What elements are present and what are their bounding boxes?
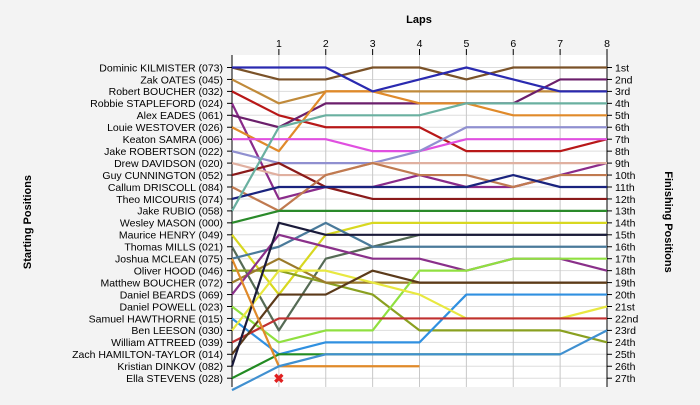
starting-position-label: Guy CUNNINGTON (052)	[102, 170, 223, 182]
lap-label: 2	[323, 38, 329, 50]
starting-position-label: Zak OATES (045)	[140, 74, 223, 86]
y-axis-right-title: Finishing Positions	[662, 171, 674, 272]
series-line	[231, 173, 607, 201]
starting-position-label: Alex EADES (061)	[137, 110, 223, 122]
starting-position-label: Keaton SAMRA (006)	[123, 134, 223, 146]
starting-position-label: Daniel BEARDS (069)	[120, 289, 223, 301]
lap-label: 6	[510, 38, 516, 50]
lap-label: 5	[463, 38, 469, 50]
series-line	[231, 90, 607, 153]
starting-position-label: Jake RUBIO (058)	[137, 206, 223, 218]
markers: ✖	[273, 371, 284, 386]
starting-position-labels: Dominic KILMISTER (073)Zak OATES (045)Ro…	[72, 62, 232, 385]
starting-position-label: William ATTREED (039)	[111, 337, 223, 349]
series-lines	[230, 66, 608, 392]
y-axis-left-title: Starting Positions	[22, 175, 34, 269]
series-line	[231, 269, 607, 355]
finishing-position-label: 8th	[615, 146, 630, 158]
starting-position-label: Robbie STAPLEFORD (024)	[90, 98, 223, 110]
finishing-position-label: 15th	[615, 230, 636, 242]
series-line	[230, 221, 607, 367]
series-line	[231, 329, 608, 392]
finishing-position-label: 26th	[615, 361, 636, 373]
finishing-position-label: 12th	[615, 194, 636, 206]
starting-position-label: Oliver HOOD (046)	[134, 265, 223, 277]
finishing-position-label: 13th	[615, 206, 636, 218]
series-line	[231, 293, 607, 356]
finishing-position-label: 19th	[615, 277, 636, 289]
finishing-position-label: 23rd	[615, 325, 636, 337]
starting-position-label: Louie WESTOVER (026)	[107, 122, 223, 134]
lap-label: 4	[417, 38, 423, 50]
finishing-position-label: 5th	[615, 110, 630, 122]
series-line	[232, 269, 608, 344]
finishing-position-label: 27th	[615, 373, 636, 385]
series-line	[231, 66, 607, 81]
finishing-position-label: 16th	[615, 242, 636, 254]
finishing-position-labels: 1st2nd3rd4th5th6th7th8th9th10th11th12th1…	[607, 62, 639, 385]
starting-position-label: Zach HAMILTON-TAYLOR (014)	[72, 349, 223, 361]
finishing-position-label: 17th	[615, 254, 636, 266]
starting-position-label: Robert BOUCHER (032)	[109, 86, 223, 98]
finishing-position-label: 20th	[615, 289, 636, 301]
starting-position-label: Wesley MASON (000)	[120, 218, 223, 230]
series-line	[231, 162, 607, 212]
finishing-position-label: 7th	[615, 134, 630, 146]
series-line	[231, 257, 607, 344]
starting-position-label: Kristian DINKOV (082)	[117, 361, 223, 373]
lap-label: 3	[370, 38, 376, 50]
series-line	[231, 162, 607, 201]
finishing-position-label: 11th	[615, 182, 635, 194]
lap-label: 7	[557, 38, 563, 50]
starting-position-label: Jake ROBERTSON (022)	[104, 146, 223, 158]
lap-labels: 1 2 3 4 5 6 7 8	[276, 38, 610, 55]
finishing-position-label: 22nd	[615, 313, 639, 325]
series-line	[231, 78, 607, 105]
series-line	[231, 162, 607, 177]
finishing-position-label: 10th	[615, 170, 636, 182]
starting-position-label: Dominic KILMISTER (073)	[99, 62, 223, 74]
starting-position-label: Theo MICOURIS (074)	[116, 194, 223, 206]
starting-position-label: Daniel POWELL (023)	[120, 301, 224, 313]
finishing-position-label: 9th	[615, 158, 630, 170]
starting-position-label: Drew DAVIDSON (020)	[114, 158, 223, 170]
starting-position-label: Ella STEVENS (028)	[126, 373, 223, 385]
finishing-position-label: 21st	[615, 301, 635, 313]
series-line	[231, 317, 607, 344]
finishing-position-label: 18th	[615, 265, 636, 277]
starting-position-label: Ben LEESON (030)	[131, 325, 223, 337]
retired-marker: ✖	[273, 371, 284, 386]
finishing-position-label: 24th	[615, 337, 636, 349]
series-line	[230, 258, 420, 368]
finishing-position-label: 6th	[615, 122, 630, 134]
series-line	[232, 66, 607, 93]
finishing-position-label: 1st	[615, 62, 629, 74]
starting-position-label: Joshua MCLEAN (075)	[115, 254, 223, 266]
series-line	[231, 102, 607, 212]
lap-label: 1	[276, 38, 282, 50]
starting-position-label: Matthew BOUCHER (072)	[100, 277, 223, 289]
finishing-position-label: 4th	[615, 98, 630, 110]
starting-position-label: Samuel HAWTHORNE (015)	[89, 313, 223, 325]
finishing-position-label: 2nd	[615, 74, 633, 86]
finishing-position-label: 14th	[615, 218, 636, 230]
starting-position-label: Maurice HENRY (049)	[119, 230, 223, 242]
series-line	[231, 126, 607, 165]
lap-label: 8	[604, 38, 610, 50]
finishing-position-label: 25th	[615, 349, 636, 361]
finishing-position-label: 3rd	[615, 86, 630, 98]
x-axis-title: Laps	[406, 14, 432, 26]
starting-position-label: Callum DRISCOLL (084)	[108, 182, 223, 194]
series-line	[231, 209, 607, 224]
starting-position-label: Thomas MILLS (021)	[124, 242, 223, 254]
